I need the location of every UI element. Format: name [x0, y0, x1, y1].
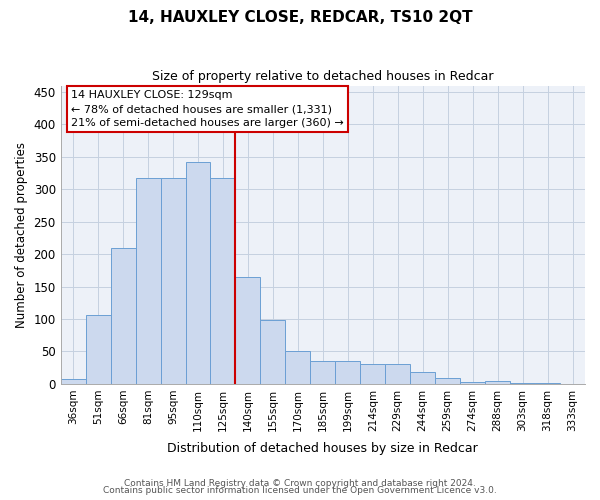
Text: Contains public sector information licensed under the Open Government Licence v3: Contains public sector information licen… [103, 486, 497, 495]
Bar [310, 361, 335, 384]
Bar [286, 352, 310, 384]
Bar [211, 178, 235, 384]
Y-axis label: Number of detached properties: Number of detached properties [15, 142, 28, 328]
Bar [335, 361, 360, 384]
Bar [185, 162, 211, 384]
Text: Contains HM Land Registry data © Crown copyright and database right 2024.: Contains HM Land Registry data © Crown c… [124, 478, 476, 488]
Bar [161, 178, 185, 384]
Bar [385, 364, 410, 384]
Bar [235, 277, 260, 384]
Bar [260, 320, 286, 384]
Bar [360, 364, 385, 384]
Title: Size of property relative to detached houses in Redcar: Size of property relative to detached ho… [152, 70, 494, 83]
Bar [435, 378, 460, 384]
Bar [460, 382, 485, 384]
Bar [410, 372, 435, 384]
Bar [61, 380, 86, 384]
Bar [86, 314, 110, 384]
Bar [110, 248, 136, 384]
Text: 14, HAUXLEY CLOSE, REDCAR, TS10 2QT: 14, HAUXLEY CLOSE, REDCAR, TS10 2QT [128, 10, 472, 25]
Bar [136, 178, 161, 384]
X-axis label: Distribution of detached houses by size in Redcar: Distribution of detached houses by size … [167, 442, 478, 455]
Bar [485, 380, 510, 384]
Text: 14 HAUXLEY CLOSE: 129sqm
← 78% of detached houses are smaller (1,331)
21% of sem: 14 HAUXLEY CLOSE: 129sqm ← 78% of detach… [71, 90, 344, 128]
